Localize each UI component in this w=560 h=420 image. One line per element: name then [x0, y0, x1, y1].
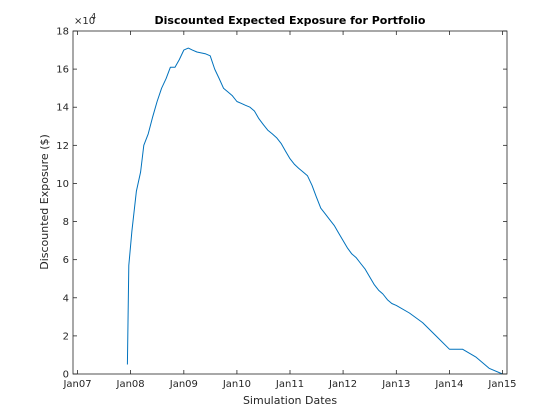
y-exponent-power: 4: [91, 12, 96, 21]
y-tick-label: 14: [56, 103, 69, 114]
x-tick-label: Jan08: [116, 379, 145, 390]
chart-title: Discounted Expected Exposure for Portfol…: [155, 14, 426, 27]
series-layer: [126, 47, 503, 375]
y-exponent-base: ×10: [74, 16, 95, 27]
y-axis-label: Discounted Exposure ($): [38, 134, 51, 270]
x-tick-label: Jan15: [487, 379, 516, 390]
x-ticks: Jan07 Jan08 Jan09 Jan10 Jan11 Jan12 Jan13 Jan14…: [62, 31, 517, 390]
y-tick-label: 8: [63, 217, 69, 228]
x-tick-label: Jan12: [328, 379, 357, 390]
y-ticks: 0 2 4 6 8 10 12 14 16 18: [56, 27, 507, 381]
plot-area: [73, 31, 507, 374]
series-line: [126, 47, 503, 375]
y-tick-label: 18: [56, 27, 69, 38]
x-tick-label: Jan09: [169, 379, 198, 390]
x-axis-label: Simulation Dates: [243, 394, 337, 407]
y-tick-label: 2: [63, 331, 69, 342]
x-tick-label: Jan11: [275, 379, 304, 390]
x-tick-label: Jan10: [222, 379, 251, 390]
x-tick-label: Jan07: [62, 379, 91, 390]
x-tick-label: Jan14: [434, 379, 463, 390]
x-tick-label: Jan13: [381, 379, 410, 390]
y-tick-label: 12: [56, 141, 69, 152]
y-tick-label: 4: [63, 293, 69, 304]
y-tick-label: 6: [63, 255, 69, 266]
y-tick-label: 10: [56, 179, 69, 190]
y-tick-label: 16: [56, 65, 69, 76]
y-tick-label: 0: [63, 370, 69, 381]
